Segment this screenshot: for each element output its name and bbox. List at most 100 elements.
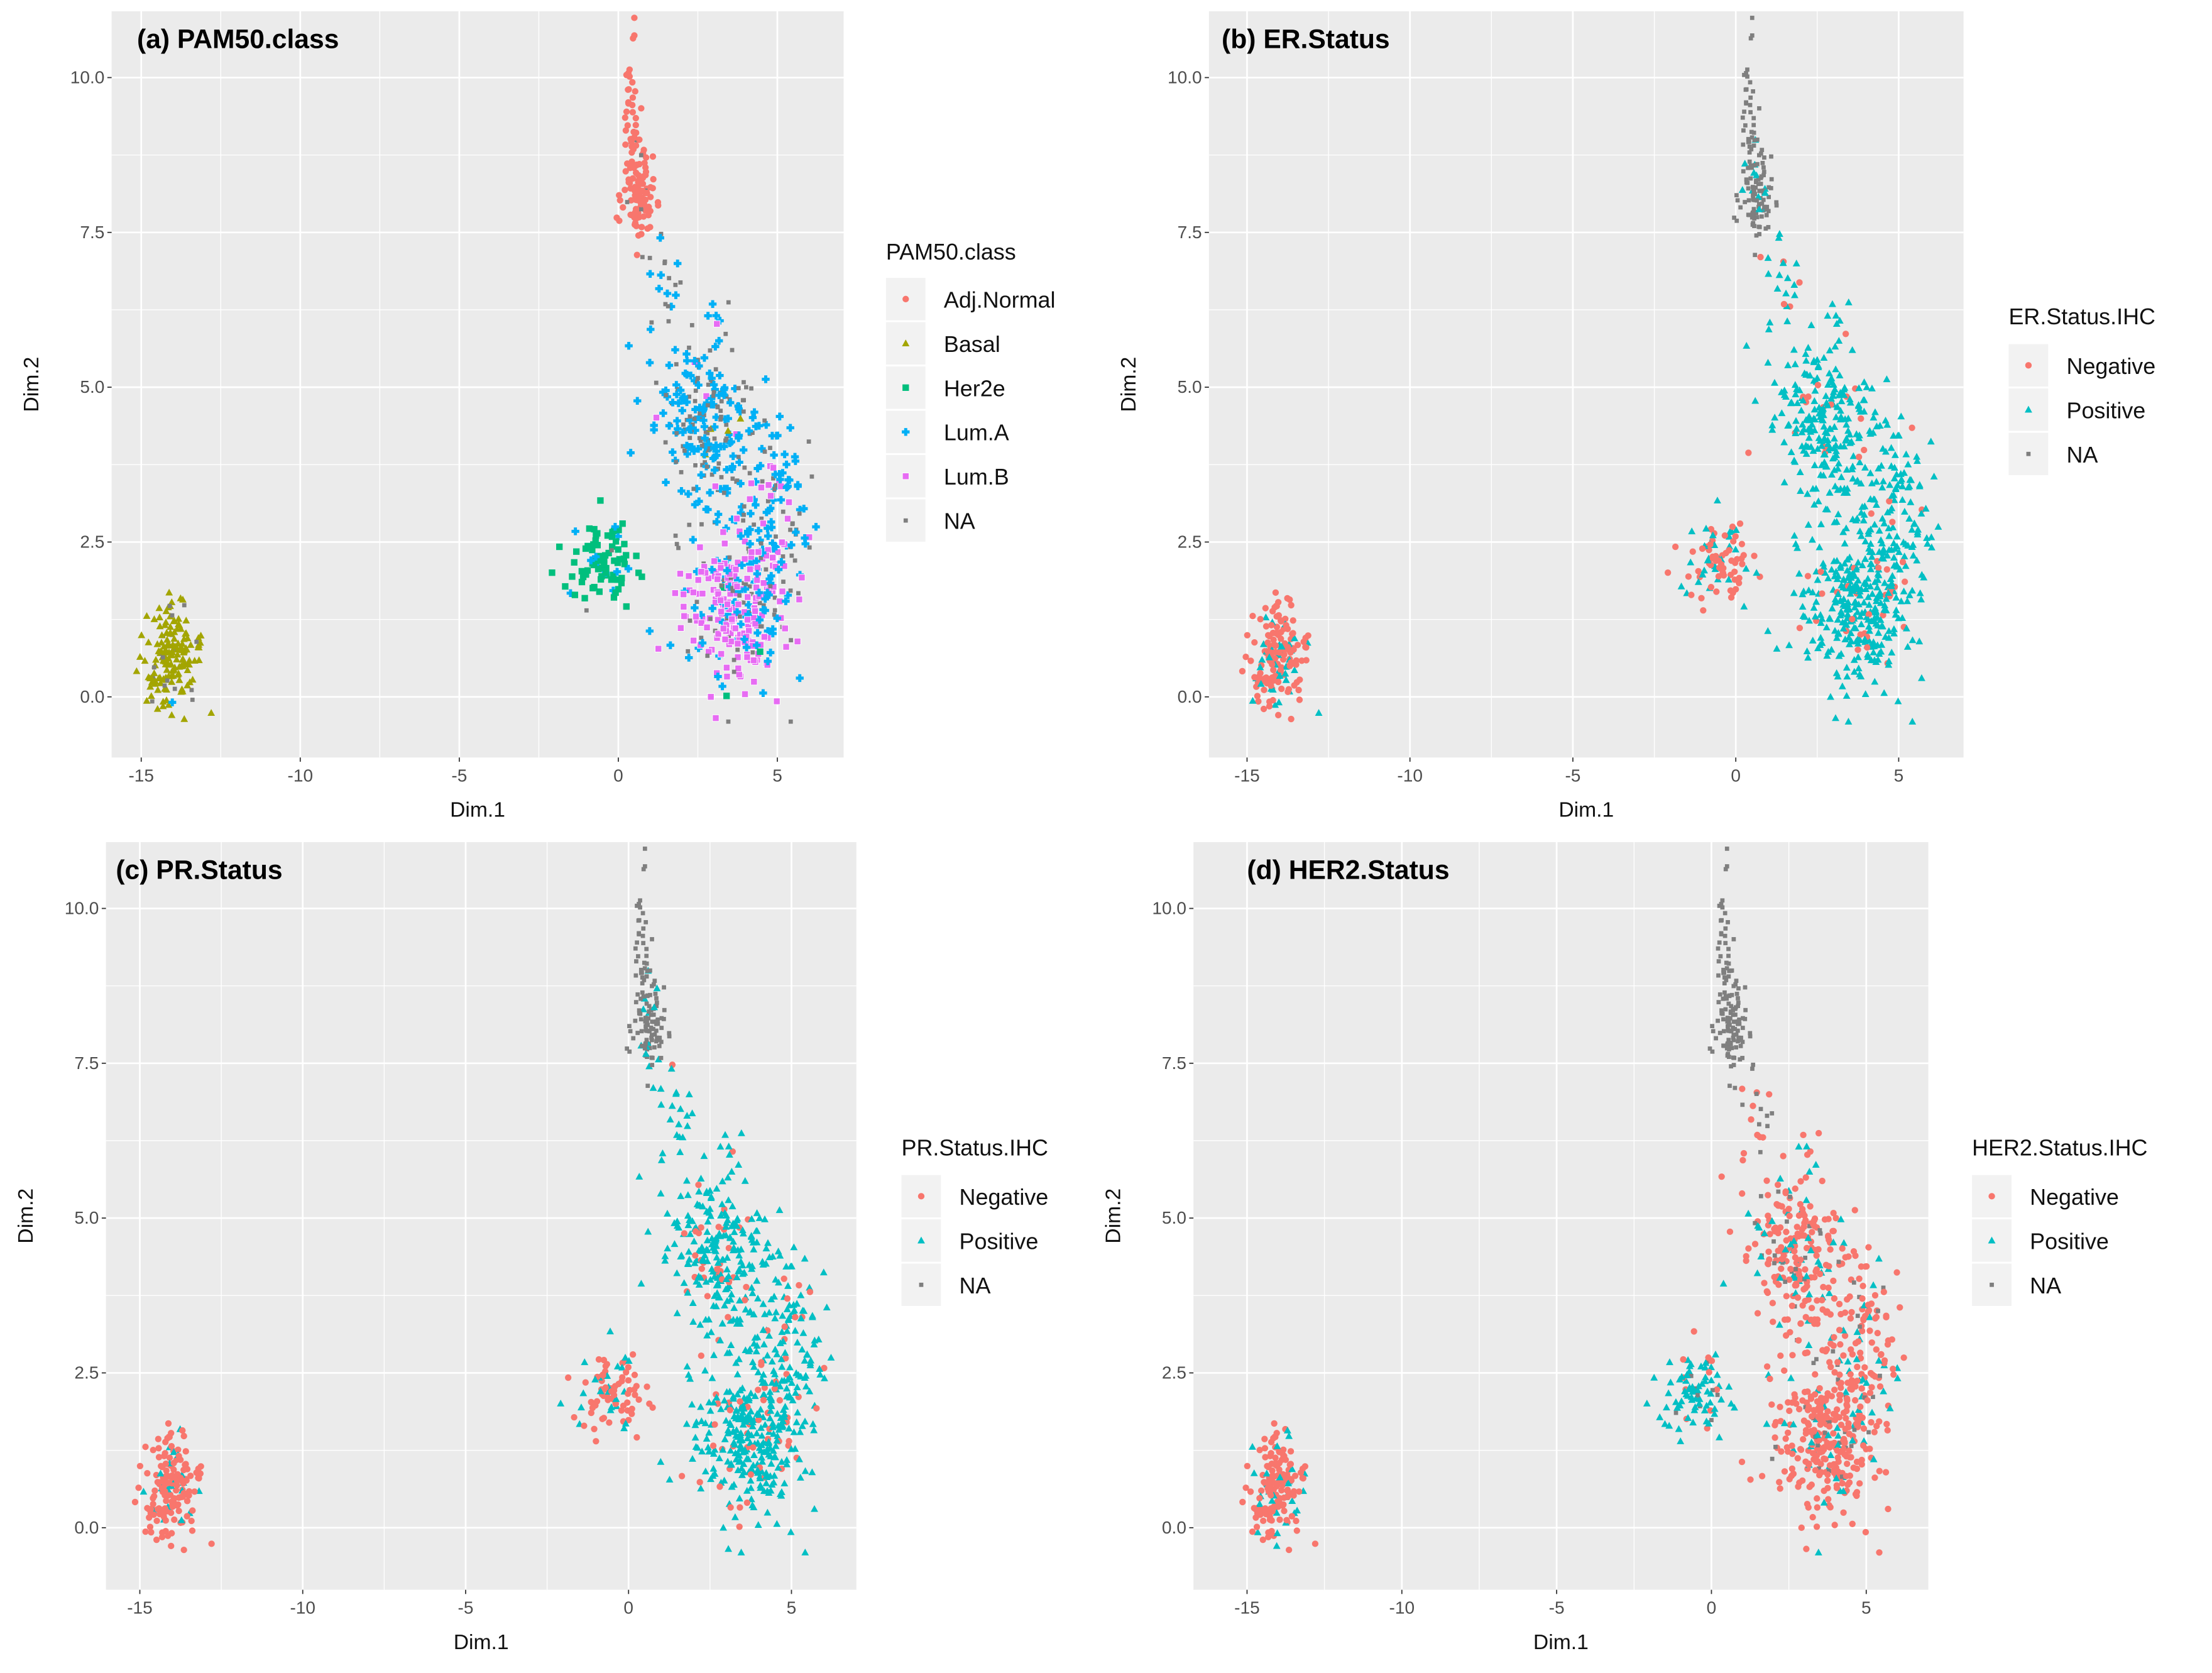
data-point [1738,185,1746,193]
data-point [1851,1207,1858,1214]
data-point [1748,96,1753,100]
data-point [1764,212,1769,217]
data-point [1831,1522,1838,1528]
data-point [1772,1261,1777,1266]
data-point [565,1374,572,1381]
data-point [770,1292,778,1300]
data-point [1842,524,1850,532]
data-point [644,1028,649,1033]
data-point [1836,415,1844,423]
data-point [721,1131,729,1138]
data-point [1725,532,1733,540]
data-point [640,981,645,986]
data-point [745,627,753,635]
data-point [755,1411,764,1418]
data-point [1771,1228,1779,1235]
data-point [151,679,159,687]
data-point [635,1031,640,1035]
data-point [1295,1488,1303,1495]
data-point [163,666,171,673]
data-point [169,672,177,679]
data-point [667,1031,672,1036]
data-point [1828,471,1836,478]
data-point [1846,1454,1853,1461]
data-point [629,1351,637,1358]
data-point [790,522,795,527]
data-point [150,669,158,676]
data-point [1770,1456,1775,1461]
data-point [1643,1400,1651,1407]
data-point [1872,620,1880,627]
data-point [727,638,735,645]
data-point [1747,140,1751,145]
legend-label: Basal [944,331,1000,357]
data-point [1898,496,1907,503]
data-point [1283,1426,1291,1434]
data-point [644,961,649,966]
data-point [1916,589,1924,596]
data-point [1781,1468,1788,1475]
data-point [1773,645,1781,652]
data-point [175,1452,182,1460]
data-point [1832,714,1839,721]
legend-item: NA [901,1263,991,1306]
data-point [782,1355,789,1362]
data-point [1286,596,1293,603]
data-point [1830,1342,1837,1349]
data-point [1722,990,1727,995]
data-point [1707,1376,1716,1384]
data-point [1807,1427,1814,1435]
data-point [760,479,765,484]
data-point [1884,1341,1892,1348]
data-point [716,1232,725,1239]
data-point [720,625,727,632]
data-point [1881,579,1888,586]
data-point [1810,603,1818,611]
data-point [1858,561,1866,569]
data-point [796,1428,804,1435]
data-point [747,1476,755,1484]
data-point [1755,215,1760,219]
data-point [1875,1356,1883,1364]
data-point [653,984,661,992]
data-point [1722,970,1726,975]
data-point [1732,1055,1736,1060]
data-point [803,1351,811,1358]
data-point [1834,510,1842,518]
data-point [1734,979,1739,983]
data-point [180,715,189,722]
data-point [691,1434,699,1441]
data-point [1913,556,1921,564]
data-point [647,1046,652,1050]
data-point [703,1434,711,1442]
data-point [1259,1536,1266,1544]
data-point [1291,682,1298,689]
data-point [666,319,671,324]
data-point [1809,485,1817,492]
data-point [594,542,601,549]
data-point [764,1445,771,1452]
data-point [705,1429,713,1436]
data-point [1749,129,1754,134]
data-point [640,213,647,220]
data-point [179,1427,186,1434]
data-point [777,1457,786,1465]
data-point [1805,1461,1812,1468]
data-point [768,584,773,589]
data-point [1836,1259,1841,1264]
data-point [657,1038,662,1043]
data-point [1834,1441,1842,1449]
data-point [712,714,720,722]
data-point [163,1472,170,1479]
data-point [1281,669,1289,677]
data-point [724,427,732,434]
data-point [1831,1349,1836,1354]
data-point [1738,540,1746,547]
data-point [1704,1425,1711,1432]
panel-a: -15 -10 -5 0 50.02.55.07.510.0(a) PAM50.clas… [20,11,1055,822]
data-point [1840,1352,1847,1359]
data-point [1831,1295,1838,1302]
data-point [681,1230,688,1237]
data-point [635,1173,643,1180]
data-point [1807,1395,1815,1402]
